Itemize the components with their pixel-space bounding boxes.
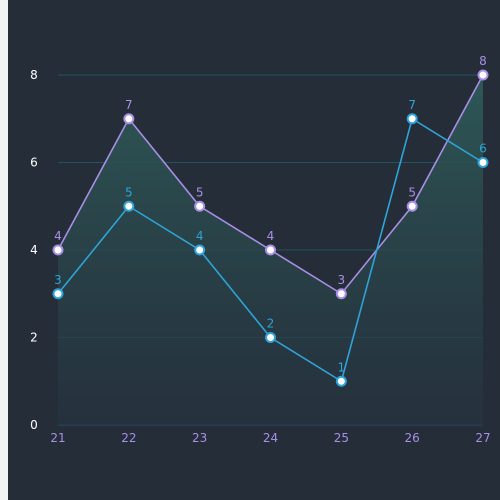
data-label: 8 bbox=[479, 54, 487, 68]
data-point bbox=[194, 244, 206, 256]
data-label: 5 bbox=[408, 185, 416, 199]
y-tick-label: 0 bbox=[30, 418, 38, 432]
data-label: 2 bbox=[267, 317, 275, 331]
x-tick-label: 25 bbox=[334, 431, 349, 445]
data-label: 4 bbox=[54, 229, 62, 243]
data-point bbox=[265, 244, 276, 256]
data-point bbox=[406, 113, 418, 125]
x-tick-label: 26 bbox=[405, 431, 420, 445]
data-label: 3 bbox=[338, 273, 346, 287]
data-labels: 4 7 5 4 3 5 8 3 5 4 2 1 7 6 bbox=[54, 54, 487, 374]
data-label: 6 bbox=[479, 142, 487, 156]
y-tick-label: 2 bbox=[30, 331, 38, 345]
x-tick-label: 27 bbox=[475, 431, 490, 445]
data-point bbox=[194, 200, 206, 212]
data-point bbox=[477, 157, 489, 168]
data-point bbox=[477, 69, 489, 81]
data-label: 5 bbox=[125, 185, 133, 199]
x-tick-label: 22 bbox=[121, 431, 136, 445]
x-tick-label: 24 bbox=[263, 431, 278, 445]
data-point bbox=[123, 113, 135, 125]
data-label: 7 bbox=[125, 98, 133, 112]
y-tick-label: 8 bbox=[30, 68, 38, 82]
series-markers bbox=[52, 69, 489, 387]
data-label: 3 bbox=[54, 273, 62, 287]
data-label: 5 bbox=[196, 185, 204, 199]
data-label: 4 bbox=[267, 229, 275, 243]
data-point bbox=[123, 200, 135, 212]
data-point bbox=[335, 288, 347, 300]
data-point bbox=[265, 332, 276, 343]
data-point bbox=[335, 375, 347, 387]
data-point bbox=[52, 288, 64, 300]
data-point bbox=[52, 244, 64, 256]
data-label: 7 bbox=[408, 98, 416, 112]
x-tick-label: 23 bbox=[192, 431, 207, 445]
data-label: 4 bbox=[196, 229, 204, 243]
data-label: 1 bbox=[338, 360, 346, 374]
data-point bbox=[406, 200, 418, 212]
y-tick-label: 6 bbox=[30, 156, 38, 170]
y-tick-label: 4 bbox=[30, 243, 38, 257]
x-tick-label: 21 bbox=[50, 431, 65, 445]
